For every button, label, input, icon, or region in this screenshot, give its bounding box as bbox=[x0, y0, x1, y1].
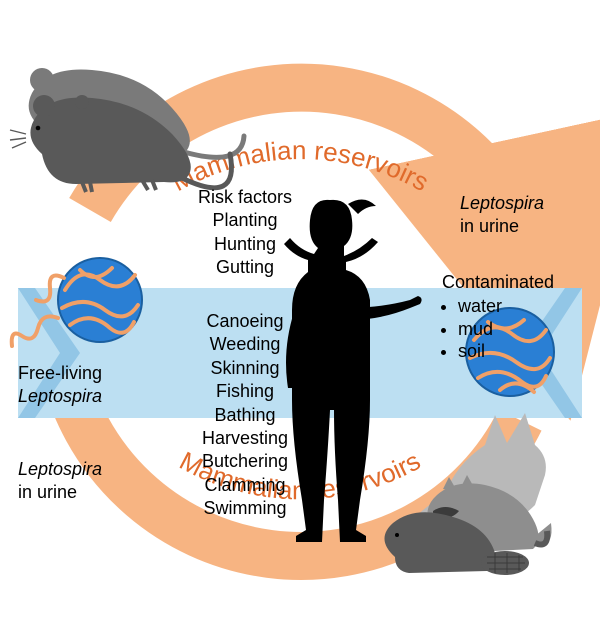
text: Free-living bbox=[18, 363, 102, 383]
list-item: Clamming bbox=[180, 474, 310, 497]
list-item: Fishing bbox=[180, 380, 310, 403]
list-item: Planting bbox=[180, 209, 310, 232]
label-leptospira-urine-left: Leptospira in urine bbox=[18, 458, 138, 503]
text: in urine bbox=[18, 482, 77, 502]
list-item: Butchering bbox=[180, 450, 310, 473]
list-item: Bathing bbox=[180, 404, 310, 427]
risk-header: Risk factors bbox=[180, 186, 310, 209]
text: Leptospira bbox=[18, 386, 102, 406]
contaminated-block: Contaminated water mud soil bbox=[442, 272, 592, 363]
list-item: Skinning bbox=[180, 357, 310, 380]
risk-factors-top: Risk factors Planting Hunting Gutting bbox=[180, 186, 310, 280]
list-item: Swimming bbox=[180, 497, 310, 520]
list-item: water bbox=[458, 295, 592, 318]
list-item: Gutting bbox=[180, 256, 310, 279]
list-item: Weeding bbox=[180, 333, 310, 356]
text: Leptospira bbox=[460, 193, 544, 213]
text: in urine bbox=[460, 216, 519, 236]
list-item: Canoeing bbox=[180, 310, 310, 333]
contaminated-list: water mud soil bbox=[442, 295, 592, 363]
contaminated-title: Contaminated bbox=[442, 272, 592, 293]
mammal-group-icon bbox=[384, 413, 551, 575]
label-free-living: Free-living Leptospira bbox=[18, 362, 138, 407]
list-item: Harvesting bbox=[180, 427, 310, 450]
list-item: mud bbox=[458, 318, 592, 341]
list-item: soil bbox=[458, 340, 592, 363]
diagram-stage: Mammalian reservoirs Mammalian reservoir… bbox=[0, 0, 600, 635]
label-leptospira-urine-right: Leptospira in urine bbox=[460, 192, 580, 237]
risk-factors-bottom: Canoeing Weeding Skinning Fishing Bathin… bbox=[180, 310, 310, 521]
text: Leptospira bbox=[18, 459, 102, 479]
list-item: Hunting bbox=[180, 233, 310, 256]
